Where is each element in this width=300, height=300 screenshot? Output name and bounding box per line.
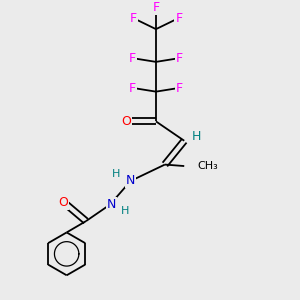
Text: N: N [106,198,116,211]
Text: F: F [176,82,183,94]
Text: CH₃: CH₃ [198,161,218,171]
Text: N: N [126,174,135,187]
Text: F: F [176,52,183,65]
Text: F: F [175,12,182,25]
Text: F: F [129,52,136,65]
Text: F: F [152,1,160,14]
Text: O: O [121,115,131,128]
Text: F: F [129,82,136,94]
Text: H: H [192,130,201,143]
Text: H: H [112,169,121,179]
Text: F: F [130,12,136,25]
Text: O: O [58,196,68,209]
Text: H: H [121,206,130,216]
